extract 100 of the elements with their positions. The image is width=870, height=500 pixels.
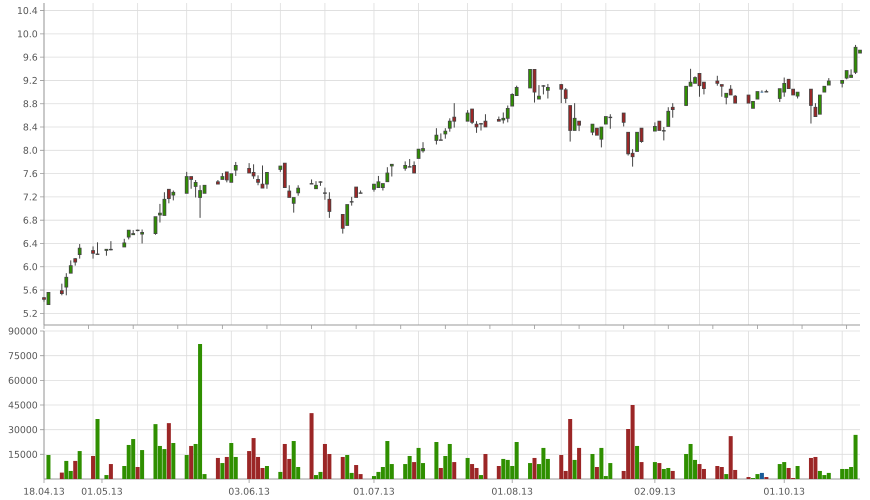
y-tick-label: 45000 <box>8 401 38 409</box>
bar <box>136 467 140 479</box>
bar <box>345 454 350 479</box>
bar <box>438 468 443 479</box>
bar <box>559 454 564 479</box>
candlestick <box>728 84 733 96</box>
candlestick <box>608 114 612 130</box>
bar <box>466 458 470 479</box>
candlestick <box>622 112 626 127</box>
y-tick-label: 60000 <box>8 376 38 384</box>
candlestick <box>412 160 416 174</box>
y-tick-label: 6.4 <box>24 240 38 247</box>
x-tick-label: 01.08.13 <box>492 488 532 495</box>
bar <box>318 472 322 479</box>
bar <box>292 441 296 479</box>
candlestick <box>403 160 408 172</box>
candlestick <box>184 171 189 194</box>
y-tick-label: 10.4 <box>18 7 38 14</box>
bar <box>813 456 818 479</box>
y-tick-label: 7.2 <box>24 193 37 200</box>
candlestick <box>64 272 68 296</box>
candlestick <box>577 120 581 132</box>
y-tick-label: 15000 <box>9 450 38 458</box>
bar <box>314 475 318 479</box>
bar <box>724 474 728 479</box>
candlestick <box>140 229 144 244</box>
y-tick-label: 90000 <box>8 327 38 335</box>
candlestick <box>68 260 73 274</box>
bar <box>590 454 594 479</box>
y-tick-label: 30000 <box>8 426 38 434</box>
x-tick-label: 02.09.13 <box>634 488 675 495</box>
bar <box>786 468 791 479</box>
bar <box>171 442 176 479</box>
bar <box>140 450 144 479</box>
bar <box>73 460 78 479</box>
candlestick <box>234 161 238 176</box>
bar <box>496 466 501 479</box>
bar <box>760 472 764 479</box>
candlestick <box>559 83 564 104</box>
bar <box>184 454 189 479</box>
bar <box>483 454 488 479</box>
bar <box>532 458 537 479</box>
candlestick <box>224 171 229 183</box>
bar <box>728 436 733 479</box>
bar <box>229 442 234 479</box>
candlestick <box>154 216 158 236</box>
candlestick <box>501 112 506 124</box>
bar <box>278 472 282 479</box>
candlestick <box>126 230 131 240</box>
candlestick <box>782 77 786 98</box>
bar <box>412 462 416 479</box>
candlestick <box>434 128 438 145</box>
candlestick <box>564 88 568 104</box>
y-tick-label: 7.6 <box>24 170 38 178</box>
candlestick <box>443 128 448 140</box>
x-tick-label: 18.04.13 <box>24 488 64 495</box>
bar <box>340 456 345 479</box>
candlestick <box>724 92 728 105</box>
x-tick-label: 03.06.13 <box>228 488 270 495</box>
bar <box>189 446 194 479</box>
candlestick <box>448 118 452 132</box>
candlestick <box>720 84 724 98</box>
bar <box>652 462 657 479</box>
bar <box>434 442 438 479</box>
y-tick-label: 9.2 <box>23 76 37 84</box>
candlestick <box>657 120 662 131</box>
bar <box>216 458 220 479</box>
bar <box>354 465 358 479</box>
candlestick <box>78 244 82 260</box>
candlestick <box>328 192 332 218</box>
y-tick-label: 75000 <box>8 352 38 360</box>
candlestick <box>166 188 171 204</box>
bar <box>78 451 82 479</box>
bar <box>640 462 644 479</box>
candlestick <box>256 174 260 186</box>
x-tick-label: 01.07.13 <box>354 488 394 495</box>
bar <box>416 448 421 479</box>
bar <box>470 464 474 479</box>
candlestick <box>354 186 358 198</box>
bar <box>264 466 269 479</box>
bar <box>635 446 640 479</box>
bar <box>528 463 532 479</box>
candlestick <box>626 132 630 156</box>
bar <box>572 460 577 479</box>
candlestick <box>452 102 456 128</box>
y-tick-label: 5.6 <box>24 286 38 294</box>
bar <box>608 463 612 479</box>
x-tick-label: 01.05.13 <box>82 488 122 495</box>
candlestick <box>171 190 176 201</box>
bar <box>108 464 113 479</box>
candlestick <box>537 84 541 100</box>
bar <box>60 472 64 479</box>
bar <box>657 463 662 479</box>
y-tick-label: 6.8 <box>24 216 38 224</box>
y-tick-label: 8.8 <box>24 100 38 108</box>
candlestick <box>715 75 720 86</box>
candlestick <box>786 78 791 89</box>
bar <box>826 472 831 479</box>
bar <box>452 462 456 479</box>
bar <box>594 467 599 479</box>
